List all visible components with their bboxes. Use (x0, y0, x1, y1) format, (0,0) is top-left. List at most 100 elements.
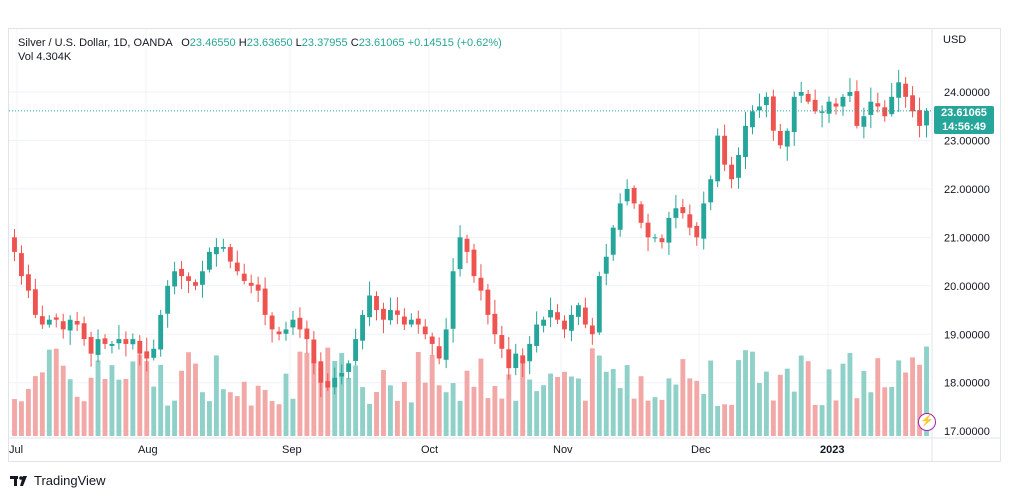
volume-bar (541, 385, 547, 436)
candle-body (882, 107, 888, 117)
volume-bar (360, 387, 366, 436)
candle-body (784, 130, 790, 147)
candle-body (582, 307, 588, 325)
candle-body (436, 346, 442, 359)
volume-bar (415, 351, 421, 436)
candle-body (457, 237, 463, 270)
candle-body (311, 339, 317, 364)
volume-bar (875, 358, 881, 436)
candle-body (638, 204, 644, 223)
candle-body (276, 331, 282, 335)
volume-bar (708, 360, 714, 436)
candle-body (367, 295, 372, 318)
volume-bar (53, 348, 59, 436)
candle-body (868, 101, 874, 115)
volume-bar (74, 396, 80, 436)
high-value: 23.63650 (246, 37, 293, 49)
candle-body (652, 237, 658, 239)
x-tick-label: Aug (138, 444, 158, 456)
low-value: 23.37955 (301, 37, 348, 49)
candle-body (534, 324, 540, 346)
candle-body (429, 336, 435, 344)
volume-bar (687, 378, 693, 436)
volume-bar (12, 399, 17, 436)
volume-bar (492, 385, 498, 436)
candle-body (520, 355, 526, 364)
volume-bar (631, 398, 637, 436)
candle-body (130, 339, 136, 345)
volume-bar (332, 360, 338, 436)
volume-bar (464, 370, 470, 436)
candle-body (575, 305, 581, 317)
low-label: L (295, 37, 302, 49)
symbol-title[interactable]: Silver / U.S. Dollar, 1D, OANDA (18, 37, 173, 49)
candle-body (596, 276, 602, 333)
volume-bar (638, 376, 644, 436)
volume-bar (499, 398, 505, 436)
candle-body (179, 268, 185, 277)
volume-bar (297, 351, 303, 436)
volume-value: 4.304K (36, 51, 72, 63)
y-tick-label: 17.00000 (944, 426, 990, 438)
volume-bar (443, 392, 449, 436)
y-tick-label: 24.00000 (944, 87, 990, 99)
volume-bar (422, 382, 428, 436)
volume-bar (882, 387, 888, 436)
candle-body (346, 363, 352, 372)
candle-body (924, 110, 929, 126)
volume-label[interactable]: Vol (18, 51, 34, 63)
candle-body (562, 320, 567, 330)
volume-bar (645, 400, 651, 436)
candle-body (88, 337, 94, 354)
volume-bar (408, 402, 414, 436)
volume-bar (137, 354, 143, 436)
candle-body (325, 381, 331, 388)
volume-bar (255, 385, 261, 436)
volume-bar (172, 400, 178, 436)
y-tick-label: 23.00000 (944, 135, 990, 147)
candle-body (569, 314, 574, 331)
candle-body (555, 312, 560, 320)
branding-label: TradingView (34, 473, 106, 488)
candle-body (353, 339, 359, 361)
x-tick-label: Nov (553, 444, 573, 456)
volume-bar (582, 400, 588, 436)
volume-bar (589, 348, 595, 436)
y-tick-label: 21.00000 (944, 232, 990, 244)
candle-body (527, 343, 533, 362)
x-tick-label: Dec (691, 444, 711, 456)
volume-bar (387, 385, 393, 436)
volume-bar (889, 387, 895, 436)
volume-bar (381, 370, 386, 436)
x-tick-label: Sep (282, 444, 302, 456)
close-value: 23.61065 (358, 37, 405, 49)
volume-bar (109, 365, 115, 436)
candle-body (158, 314, 164, 350)
candle-body (589, 325, 595, 335)
candle-body (770, 96, 776, 131)
currency-label: USD (943, 34, 967, 46)
volume-bar (910, 357, 916, 436)
candle-body (889, 96, 895, 115)
branding[interactable]: TradingView (10, 473, 106, 488)
volume-bar (896, 360, 902, 436)
candle-body (471, 249, 477, 277)
volume-bar (729, 404, 735, 436)
chart-frame (8, 28, 1001, 462)
volume-bar (750, 351, 755, 436)
candle-body (53, 317, 59, 320)
volume-legend: Vol 4.304K (18, 51, 71, 63)
candle-body (694, 225, 700, 238)
volume-bar (826, 369, 832, 436)
candle-body (95, 339, 101, 355)
volume-bar (798, 355, 804, 436)
volume-bar (248, 405, 254, 436)
candle-body (763, 96, 769, 106)
lightning-icon[interactable]: ⚡ (918, 413, 936, 431)
volume-bar (903, 372, 909, 436)
candle-body (262, 288, 268, 315)
candle-body (339, 373, 345, 377)
y-tick-label: 20.00000 (944, 281, 990, 293)
candle-body (777, 131, 783, 146)
